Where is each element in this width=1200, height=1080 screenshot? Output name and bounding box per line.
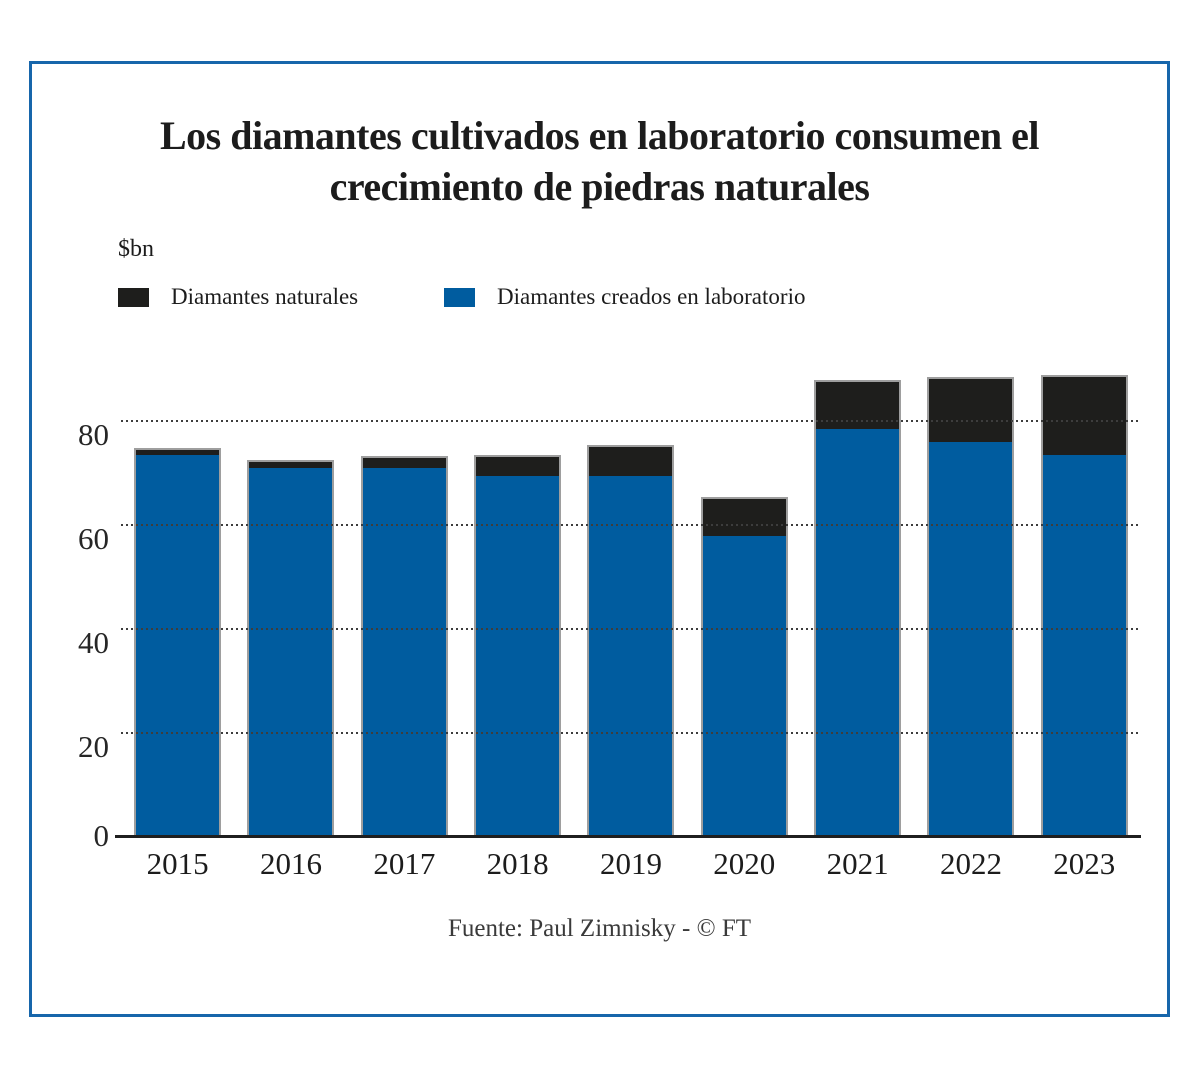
bar-2017-laboratorio-segment — [362, 468, 446, 837]
plot-area: 0 20 40 60 80 — [78, 359, 1141, 851]
x-axis-label-2015: 2015 — [146, 846, 209, 881]
legend-swatch-laboratorio — [444, 287, 475, 307]
x-axis-baseline — [115, 835, 1141, 838]
bar-2022-laboratorio-segment — [929, 442, 1013, 837]
gridline-20 — [121, 732, 1141, 735]
bar-2019-laboratorio-segment — [589, 475, 673, 837]
bar-2023 — [1040, 375, 1128, 837]
bar-2021 — [814, 380, 902, 837]
source-note: Fuente: Paul Zimnisky - © FT — [447, 915, 751, 942]
bar-2016-laboratorio-segment — [249, 468, 333, 837]
legend-item-diamantes-naturales: Diamantes naturales — [118, 284, 358, 310]
bar-2020-laboratorio-segment — [702, 535, 786, 837]
bar-2019-naturales-segment — [589, 446, 673, 476]
gridline-40 — [121, 628, 1141, 631]
chart-title: Los diamantes cultivados en laboratorio … — [160, 113, 1039, 209]
y-axis-tick-20: 20 — [78, 729, 109, 765]
legend-swatch-naturales — [118, 287, 149, 307]
y-axis-tick-80: 80 — [78, 417, 109, 453]
legend-item-diamantes-laboratorio: Diamantes creados en laboratorio — [444, 284, 805, 310]
bar-series — [121, 359, 1141, 837]
bar-2018-laboratorio-segment — [476, 475, 560, 837]
gridline-60 — [121, 524, 1141, 527]
bar-2023-laboratorio-segment — [1042, 455, 1126, 837]
x-axis-label-2021: 2021 — [826, 846, 889, 881]
x-axis-label-2019: 2019 — [599, 846, 662, 881]
bar-2017-naturales-segment — [362, 457, 446, 469]
bar-2015 — [134, 447, 222, 837]
x-axis-label-2023: 2023 — [1053, 846, 1116, 881]
x-axis-label-2022: 2022 — [939, 846, 1002, 881]
gridline-80 — [121, 420, 1141, 423]
bar-2015-laboratorio-segment — [136, 455, 220, 837]
x-axis-label-2016: 2016 — [259, 846, 322, 881]
y-axis-units-label: $bn — [118, 236, 154, 262]
x-axis-label-2018: 2018 — [486, 846, 549, 881]
bar-2018-naturales-segment — [476, 456, 560, 476]
bar-2022 — [927, 376, 1015, 837]
bar-2016-naturales-segment — [249, 461, 333, 469]
bar-2020 — [700, 497, 788, 837]
bar-2016 — [247, 459, 335, 837]
legend-label-naturales: Diamantes naturales — [171, 284, 359, 309]
y-axis-tick-60: 60 — [78, 521, 109, 557]
x-axis-label-2017: 2017 — [373, 846, 436, 881]
bar-2018 — [474, 454, 562, 837]
legend-label-laboratorio: Diamantes creados en laboratorio — [497, 284, 806, 309]
y-axis-tick-0: 0 — [93, 818, 110, 853]
y-axis-tick-40: 40 — [78, 625, 109, 661]
bar-2015-naturales-segment — [136, 449, 220, 456]
x-axis-label-2020: 2020 — [713, 846, 776, 881]
bar-2020-naturales-segment — [702, 499, 786, 536]
bar-2022-naturales-segment — [929, 378, 1013, 443]
bar-2023-naturales-segment — [1042, 377, 1126, 456]
bar-2017 — [360, 455, 448, 837]
bar-2021-laboratorio-segment — [816, 429, 900, 837]
chart-card: Los diamantes cultivados en laboratorio … — [29, 61, 1170, 1017]
bar-2019 — [587, 444, 675, 837]
x-axis-labels: 2015 2016 2017 2018 2019 2020 2021 2022 2023 — [121, 846, 1141, 882]
